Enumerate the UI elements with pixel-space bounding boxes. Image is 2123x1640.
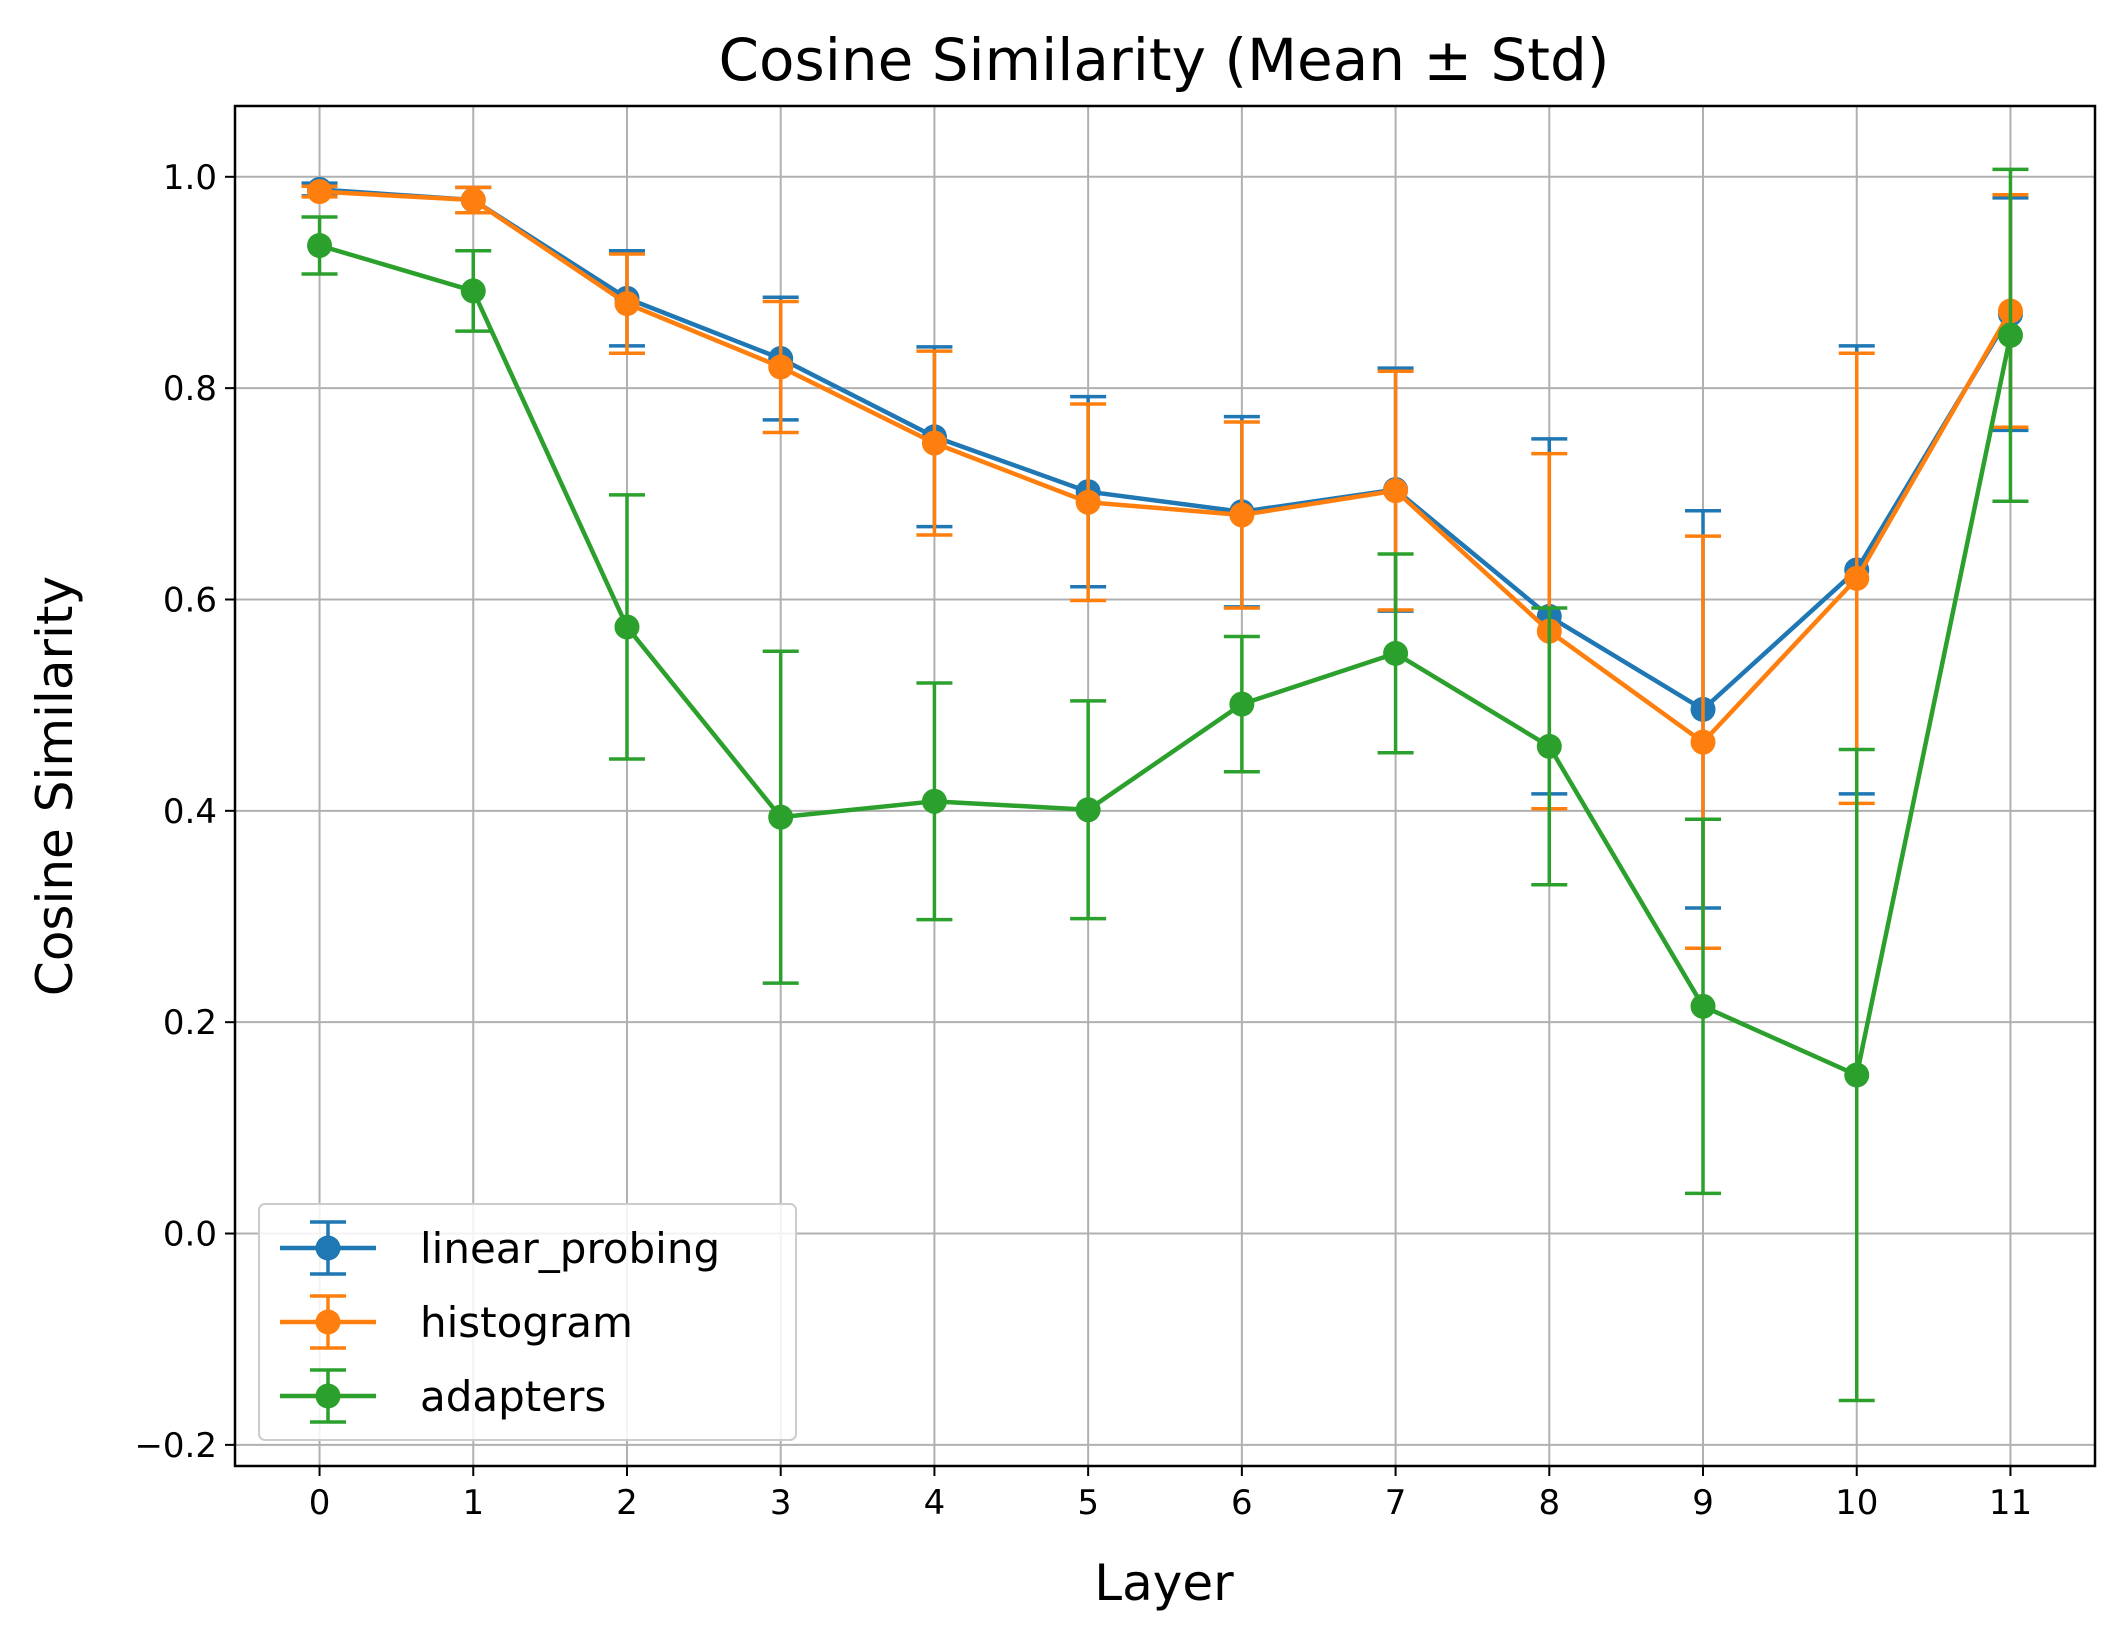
data-point — [921, 788, 947, 814]
x-tick-label: 5 — [1077, 1483, 1099, 1523]
x-tick-label: 7 — [1385, 1483, 1407, 1523]
data-point — [460, 278, 486, 304]
data-point — [1690, 729, 1716, 755]
markers — [307, 232, 2023, 1088]
chart-title: Cosine Similarity (Mean ± Std) — [719, 26, 1610, 94]
error-bars — [301, 181, 2029, 910]
legend-marker — [315, 1309, 341, 1335]
data-point — [307, 232, 333, 258]
data-point — [307, 179, 333, 205]
legend-box — [258, 1203, 797, 1441]
data-point — [1690, 993, 1716, 1019]
data-point — [460, 187, 486, 213]
data-point — [1229, 691, 1255, 717]
x-tick-label: 6 — [1231, 1483, 1253, 1523]
x-tick-label: 4 — [924, 1483, 946, 1523]
legend-entry-histogram: histogram — [280, 1294, 633, 1350]
data-point — [1997, 322, 2023, 348]
x-tick-label: 2 — [616, 1483, 638, 1523]
x-tick-label: 3 — [770, 1483, 792, 1523]
error-bars — [301, 184, 2029, 950]
data-point — [1844, 565, 1870, 591]
x-tick-label: 0 — [309, 1483, 331, 1523]
x-tick-label: 11 — [1989, 1483, 2032, 1523]
y-tick-label: 0.4 — [163, 792, 217, 832]
y-tick-label: 1.0 — [163, 158, 217, 198]
series-layer — [301, 167, 2029, 1403]
x-axis-label: Layer — [1094, 1554, 1234, 1612]
data-point — [614, 291, 640, 317]
legend-marker — [315, 1383, 341, 1409]
legend-entry-linear-probing: linear_probing — [280, 1220, 720, 1276]
data-point — [1844, 1062, 1870, 1088]
series-line — [318, 243, 2013, 1078]
data-point — [768, 804, 794, 830]
ticks: 0 1 2 3 4 5 6 7 8 9 10 11 −0.2 0.0 0.2 0.4 0.6 0.8 1.0 — [134, 158, 2032, 1523]
markers — [307, 179, 2023, 755]
plot-frame — [233, 104, 2097, 1468]
legend-entry-adapters: adapters — [280, 1368, 606, 1424]
series-histogram — [301, 179, 2029, 950]
y-tick-label: 0.2 — [163, 1003, 217, 1043]
data-point — [1075, 489, 1101, 515]
series-adapters — [301, 167, 2029, 1403]
series-line — [319, 189, 2013, 745]
y-tick-label: 0.0 — [163, 1215, 217, 1255]
series-linear-probing — [301, 176, 2029, 910]
legend-label: linear_probing — [420, 1224, 720, 1273]
data-point — [1075, 797, 1101, 823]
x-tick-label: 8 — [1538, 1483, 1560, 1523]
x-tick-label: 9 — [1692, 1483, 1714, 1523]
legend: linear_probing histogram adapters — [258, 1203, 797, 1441]
data-point — [1383, 640, 1409, 666]
y-tick-label: −0.2 — [134, 1426, 217, 1466]
legend-label: adapters — [420, 1372, 606, 1421]
series-line — [319, 187, 2013, 712]
legend-label: histogram — [420, 1298, 633, 1347]
data-point — [1229, 502, 1255, 528]
y-tick-label: 0.8 — [163, 369, 217, 409]
y-tick-label: 0.6 — [163, 580, 217, 620]
legend-marker — [315, 1235, 341, 1261]
data-point — [768, 354, 794, 380]
y-axis-label: Cosine Similarity — [26, 576, 84, 996]
data-point — [921, 430, 947, 456]
data-point — [614, 614, 640, 640]
data-point — [1536, 733, 1562, 759]
x-tick-label: 10 — [1835, 1483, 1878, 1523]
data-point — [1383, 478, 1409, 504]
x-tick-label: 1 — [462, 1483, 484, 1523]
